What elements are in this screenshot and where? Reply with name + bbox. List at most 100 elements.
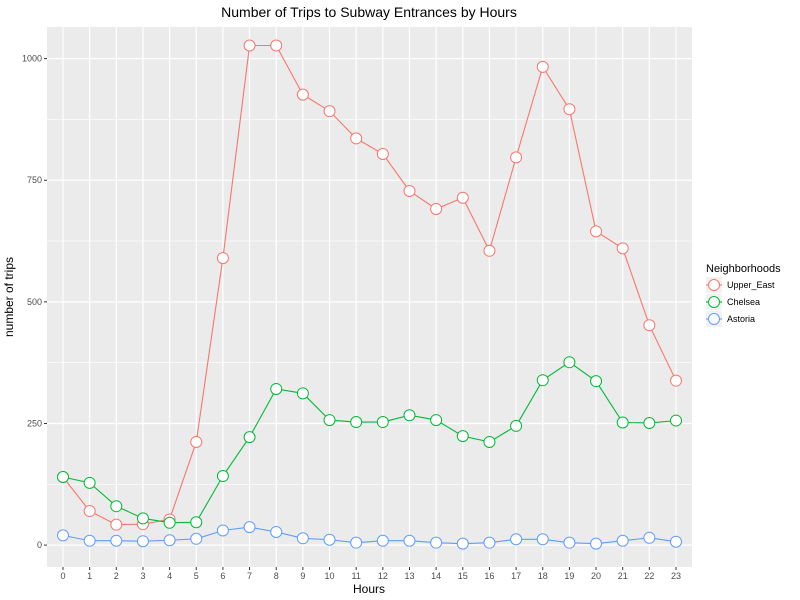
legend-key-point (708, 313, 720, 325)
x-tick-label: 6 (220, 571, 225, 581)
legend-label-upper_east: Upper_East (727, 280, 775, 290)
legend-key-point (708, 279, 720, 291)
data-point-chelsea (616, 416, 629, 429)
data-point-upper_east (83, 505, 96, 518)
legend-label-astoria: Astoria (727, 314, 755, 324)
data-point-upper_east (430, 202, 443, 215)
data-point-chelsea (56, 471, 69, 483)
y-axis-title: number of trips (2, 257, 16, 337)
x-tick-label: 11 (352, 571, 361, 581)
data-point-chelsea (563, 356, 576, 369)
data-point-astoria (83, 534, 96, 547)
data-point-chelsea (163, 516, 176, 529)
data-point-chelsea (590, 375, 603, 388)
data-point-astoria (296, 532, 309, 545)
data-point-upper_east (483, 244, 496, 257)
data-point-upper_east (296, 88, 309, 101)
legend-label-chelsea: Chelsea (727, 297, 760, 307)
x-tick-label: 16 (484, 571, 494, 581)
x-axis-title: Hours (353, 582, 385, 596)
data-point-chelsea (243, 431, 256, 444)
data-point-upper_east (403, 184, 416, 197)
data-point-upper_east (190, 435, 203, 448)
data-point-chelsea (510, 419, 523, 432)
legend-key-point (708, 296, 720, 308)
data-point-upper_east (243, 39, 256, 52)
data-point-chelsea (323, 414, 336, 427)
data-point-astoria (536, 533, 549, 546)
data-point-upper_east (456, 191, 469, 204)
data-point-astoria (483, 536, 496, 549)
data-point-upper_east (590, 225, 603, 238)
data-point-astoria (376, 534, 389, 547)
x-tick-label: 13 (404, 571, 414, 581)
data-point-upper_east (616, 242, 629, 255)
y-tick-label: 0 (37, 540, 42, 550)
plot-panel (47, 27, 692, 567)
data-point-upper_east (350, 132, 363, 145)
y-tick-label: 250 (27, 418, 42, 428)
data-point-chelsea (83, 476, 96, 489)
data-point-astoria (56, 529, 69, 542)
legend: Neighborhoods Upper_East Chelsea Astoria (706, 263, 781, 327)
data-point-astoria (243, 521, 256, 534)
data-point-astoria (510, 533, 523, 546)
y-tick-label: 750 (27, 175, 42, 185)
data-point-astoria (163, 534, 176, 547)
y-tick-label: 500 (27, 297, 42, 307)
x-axis: 0 1 2 3 4 5 6 7 8 9 10 11 12 13 14 15 16 17 18 19 20 21 22 23 (60, 567, 681, 581)
data-point-astoria (323, 533, 336, 546)
data-point-chelsea (136, 512, 149, 525)
data-point-upper_east (536, 60, 549, 73)
data-point-upper_east (376, 147, 389, 160)
data-point-astoria (670, 535, 683, 548)
data-point-astoria (403, 534, 416, 547)
data-point-astoria (430, 536, 443, 549)
x-tick-label: 19 (564, 571, 574, 581)
x-tick-label: 10 (325, 571, 335, 581)
data-point-upper_east (643, 319, 656, 332)
x-tick-label: 23 (671, 571, 681, 581)
x-tick-label: 14 (431, 571, 441, 581)
x-tick-label: 22 (644, 571, 654, 581)
x-tick-label: 5 (194, 571, 199, 581)
chart-title: Number of Trips to Subway Entrances by H… (221, 4, 517, 20)
data-point-chelsea (670, 414, 683, 427)
x-tick-label: 7 (247, 571, 252, 581)
x-tick-label: 20 (591, 571, 601, 581)
data-point-astoria (563, 536, 576, 549)
data-point-chelsea (270, 382, 283, 395)
data-point-chelsea (403, 409, 416, 422)
data-point-upper_east (563, 103, 576, 116)
data-point-chelsea (190, 516, 203, 529)
data-point-upper_east (670, 374, 683, 387)
x-tick-label: 12 (378, 571, 388, 581)
data-point-astoria (616, 534, 629, 547)
data-point-upper_east (110, 518, 123, 531)
data-point-astoria (136, 535, 149, 548)
x-tick-label: 4 (167, 571, 172, 581)
series-layer (56, 39, 683, 550)
y-axis: 0 250 500 750 1000 (22, 54, 47, 550)
data-point-upper_east (510, 151, 523, 164)
data-point-chelsea (376, 416, 389, 429)
y-tick-label: 1000 (22, 54, 42, 64)
data-point-upper_east (270, 39, 283, 52)
x-tick-label: 21 (618, 571, 628, 581)
data-point-astoria (110, 534, 123, 547)
x-tick-label: 2 (114, 571, 119, 581)
major-gridlines (47, 27, 692, 567)
x-tick-label: 18 (538, 571, 548, 581)
data-point-upper_east (323, 105, 336, 118)
data-point-chelsea (216, 470, 229, 483)
data-point-chelsea (643, 417, 656, 429)
x-tick-label: 8 (274, 571, 279, 581)
data-point-astoria (270, 525, 283, 538)
minor-gridlines (47, 119, 692, 485)
data-point-chelsea (483, 435, 496, 448)
x-tick-label: 3 (140, 571, 145, 581)
data-point-upper_east (216, 252, 229, 265)
data-point-astoria (590, 537, 603, 550)
data-point-chelsea (536, 374, 549, 387)
